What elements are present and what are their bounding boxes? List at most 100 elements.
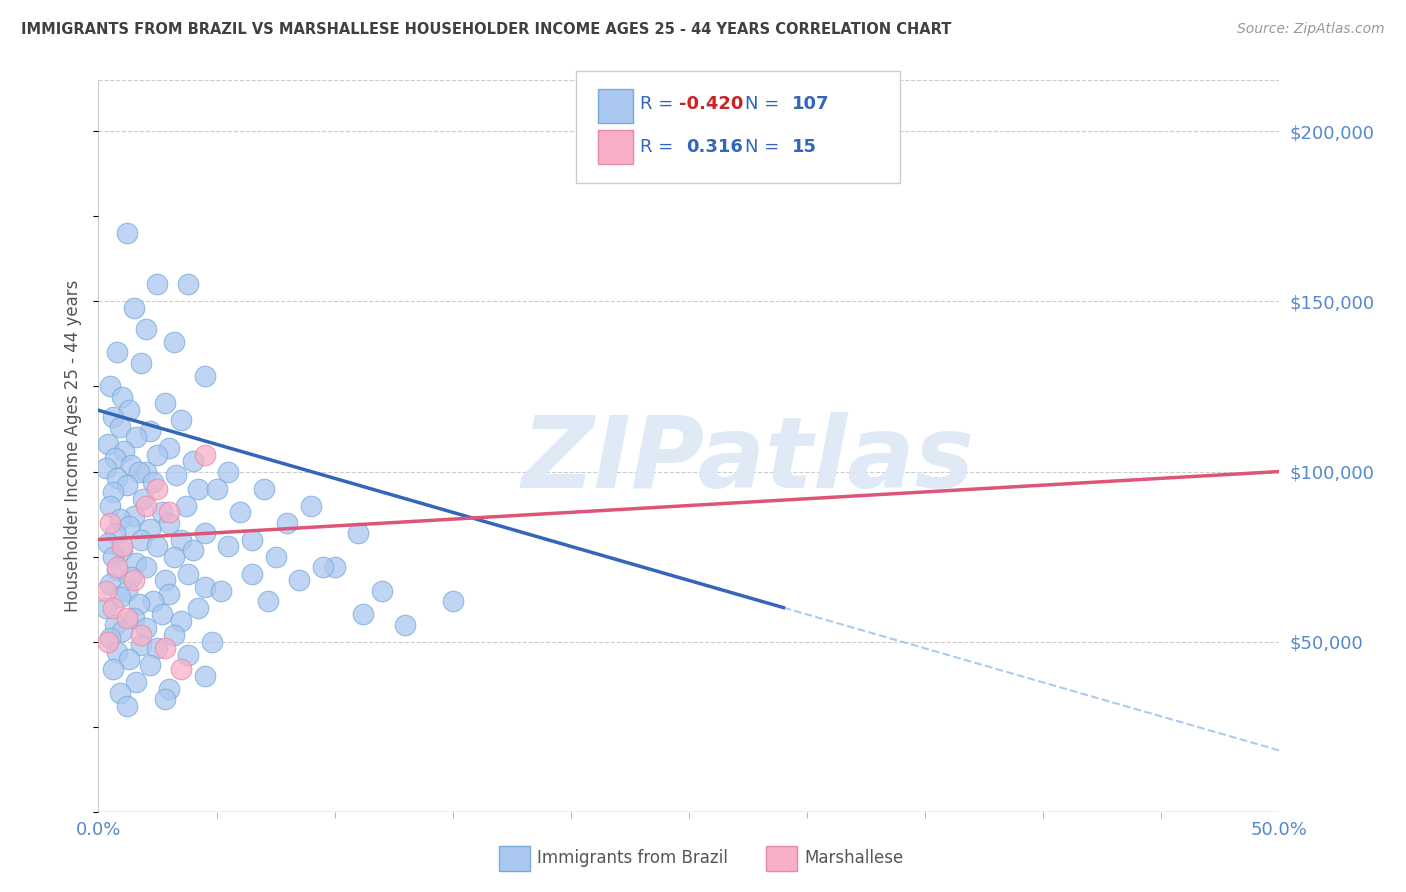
Point [97,536,120,550]
Point [94,583,117,598]
Text: -0.420: -0.420 [679,95,744,113]
Point [142,475,165,489]
Text: ZIPatlas: ZIPatlas [522,412,974,509]
Point [153,641,176,656]
Point [108,591,131,605]
Point [118,519,141,533]
Point [174,499,197,513]
Point [181,542,204,557]
Point [257,594,280,608]
Point [153,574,176,588]
Point [240,533,263,547]
Point [217,465,239,479]
Point [122,611,145,625]
Point [121,458,143,472]
Point [170,614,193,628]
Point [163,628,186,642]
Text: N =: N = [745,138,785,156]
Text: Immigrants from Brazil: Immigrants from Brazil [537,849,728,867]
Point [111,540,134,554]
Point [115,227,138,241]
Point [276,516,298,530]
Point [177,648,200,663]
Text: IMMIGRANTS FROM BRAZIL VS MARSHALLESE HOUSEHOLDER INCOME AGES 25 - 44 YEARS CORR: IMMIGRANTS FROM BRAZIL VS MARSHALLESE HO… [21,22,952,37]
Text: R =: R = [640,138,685,156]
Y-axis label: Householder Income Ages 25 - 44 years: Householder Income Ages 25 - 44 years [65,280,83,612]
Point [115,611,138,625]
Point [181,454,204,468]
Point [157,516,180,530]
Point [150,505,173,519]
Point [177,566,200,581]
Point [118,403,141,417]
Point [105,345,128,359]
Point [157,505,180,519]
Point [157,587,180,601]
Point [288,574,311,588]
Point [323,559,346,574]
Point [122,508,145,523]
Point [299,499,322,513]
Point [105,471,128,485]
Point [98,631,121,645]
Point [101,549,124,564]
Point [129,356,152,370]
Point [105,645,128,659]
Point [153,692,176,706]
Point [217,540,239,554]
Text: Source: ZipAtlas.com: Source: ZipAtlas.com [1237,22,1385,37]
Point [129,628,152,642]
Point [104,450,127,465]
Point [101,662,124,676]
Point [146,448,169,462]
Point [105,563,128,577]
Point [97,634,120,648]
Point [111,624,134,639]
Point [122,574,145,588]
Point [115,478,138,492]
Point [194,448,217,462]
Point [98,379,121,393]
Point [150,607,173,622]
Point [128,465,150,479]
Point [101,600,124,615]
Point [194,525,217,540]
Point [139,658,162,673]
Point [104,525,127,540]
Point [98,576,121,591]
Point [163,335,186,350]
Point [187,482,209,496]
Point [125,430,148,444]
Point [101,484,124,499]
Point [132,491,155,506]
Point [352,607,374,622]
Point [105,559,128,574]
Point [229,505,252,519]
Point [112,444,135,458]
Point [347,525,370,540]
Point [122,301,145,316]
Point [98,516,121,530]
Point [157,682,180,697]
Point [177,277,200,292]
Point [170,662,193,676]
Point [163,549,186,564]
Point [135,321,157,335]
Point [194,580,217,594]
Point [139,522,162,536]
Point [135,499,157,513]
Point [111,542,134,557]
Point [157,441,180,455]
Point [146,641,169,656]
Point [165,467,187,482]
Point [94,600,117,615]
Point [194,668,217,682]
Point [115,583,138,598]
Point [129,533,152,547]
Text: R =: R = [640,95,679,113]
Point [111,390,134,404]
Point [371,583,394,598]
Point [101,410,124,425]
Point [201,634,224,648]
Point [146,540,169,554]
